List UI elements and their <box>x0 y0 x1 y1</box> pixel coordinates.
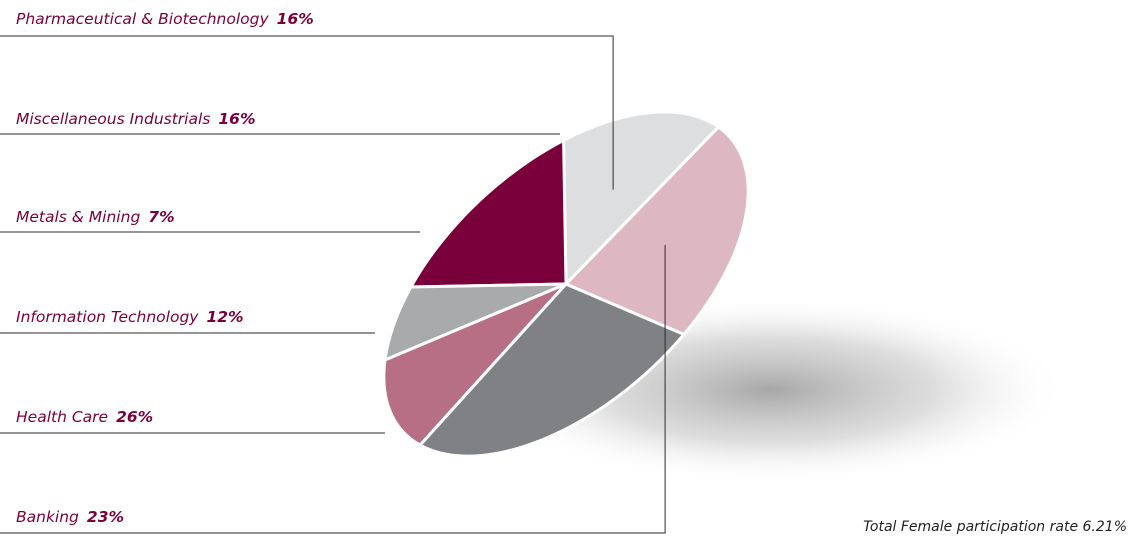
pie-slice-6 <box>564 125 750 336</box>
slice-label-5: Health Care 26% <box>16 408 153 426</box>
pie-slice-4 <box>382 282 568 447</box>
leader-line-6 <box>0 244 666 534</box>
slice-label-4: Information Technology 12% <box>16 308 244 326</box>
slice-label-name: Banking <box>16 508 79 526</box>
slice-label-value: 23% <box>87 508 124 526</box>
leader-line-1 <box>0 35 614 190</box>
slice-labels: Pharmaceutical & Biotechnology 16%Miscell… <box>16 10 314 526</box>
slice-label-name: Miscellaneous Industrials <box>16 110 210 128</box>
slice-label-name: Pharmaceutical & Biotechnology <box>16 10 269 28</box>
pie-slices <box>382 110 750 458</box>
slice-label-name: Health Care <box>16 408 108 426</box>
slice-label-1: Pharmaceutical & Biotechnology 16% <box>16 10 314 28</box>
slice-label-value: 16% <box>218 110 255 128</box>
slice-label-value: 12% <box>206 308 243 326</box>
pie-slice-2 <box>409 138 568 289</box>
slice-label-value: 16% <box>277 10 314 28</box>
slice-label-name: Information Technology <box>16 308 199 326</box>
slice-label-value: 26% <box>116 408 153 426</box>
slice-label-6: Banking 23% <box>16 508 124 526</box>
slice-label-3: Metals & Mining 7% <box>16 208 175 226</box>
pie-slice-1 <box>562 110 720 286</box>
leader-lines <box>0 35 666 534</box>
slice-label-name: Metals & Mining <box>16 208 140 226</box>
footnote: Total Female participation rate 6.21% <box>863 519 1127 535</box>
slice-label-2: Miscellaneous Industrials 16% <box>16 110 255 128</box>
pie-slice-5 <box>418 282 686 458</box>
slice-label-value: 7% <box>148 208 174 226</box>
